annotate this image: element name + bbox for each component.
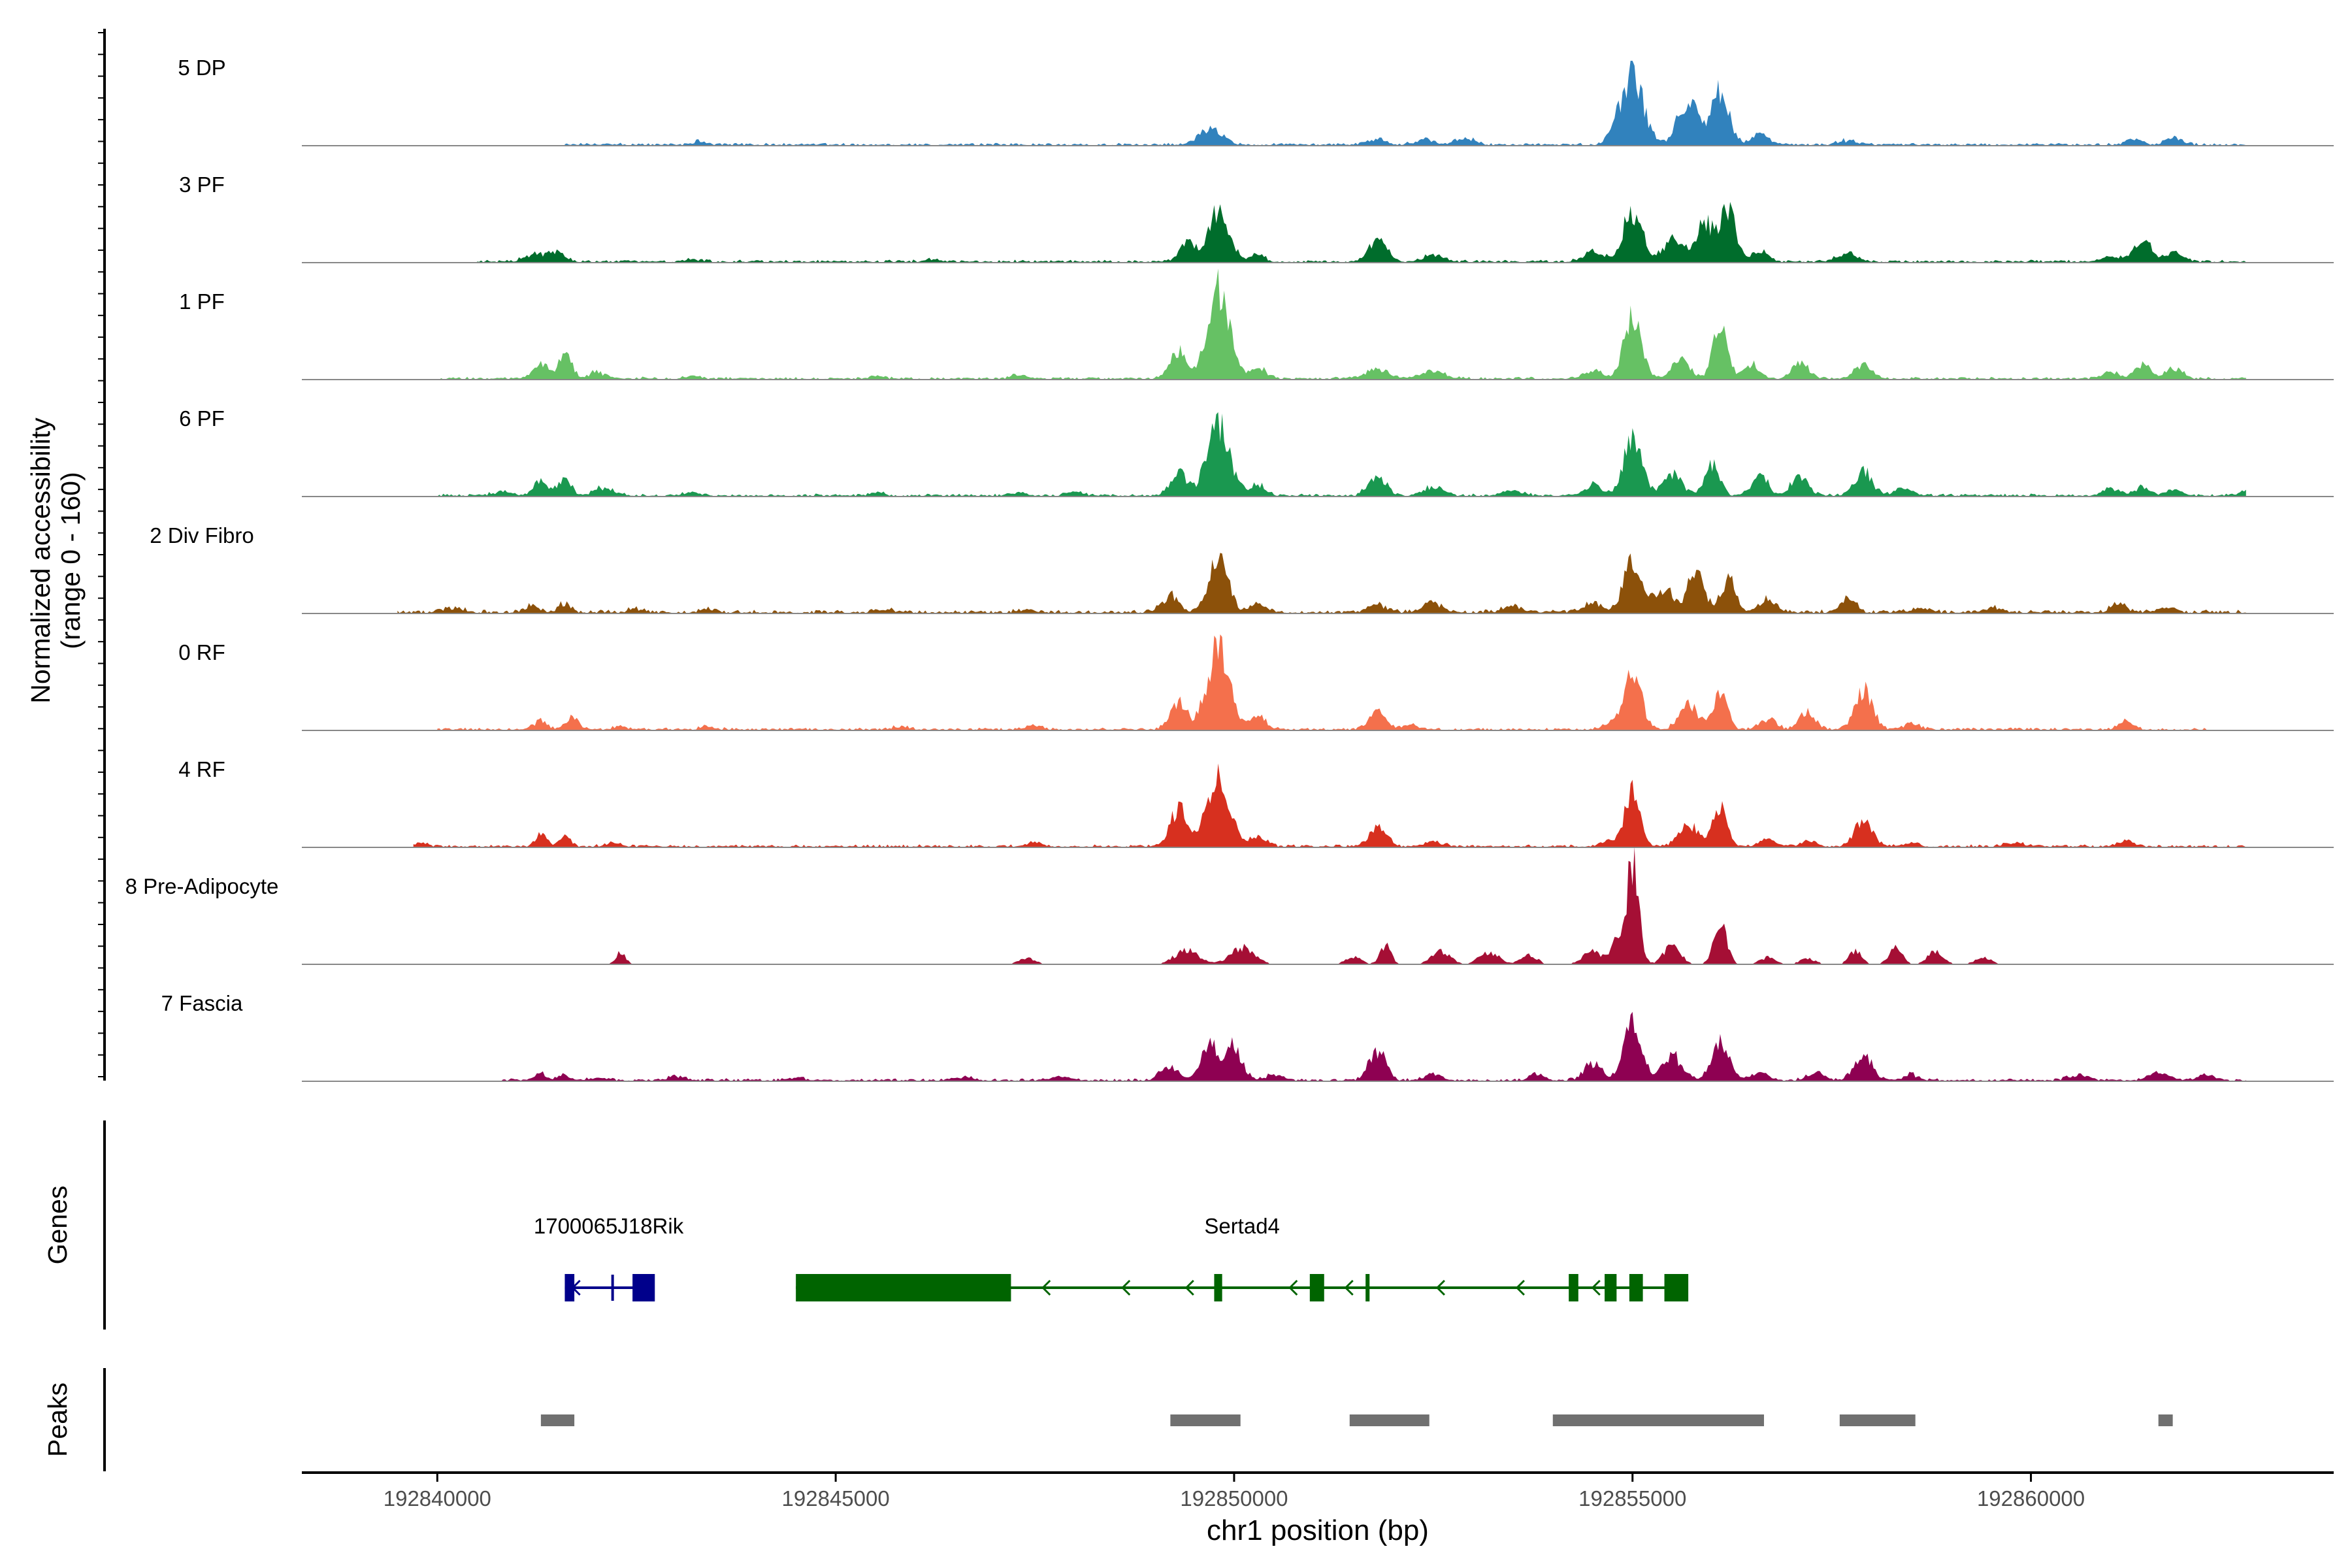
track-label: 1 PF — [179, 289, 225, 314]
peak-regions — [540, 1414, 2173, 1426]
coverage-track-8: 8 Pre-Adipocyte — [125, 847, 2334, 965]
track-label: 4 RF — [178, 757, 225, 781]
strand-arrow — [1591, 1279, 1601, 1296]
coverage-track-4: 6 PF — [179, 406, 2334, 497]
x-tick-label: 192855000 — [1578, 1486, 1686, 1511]
strand-arrow — [1121, 1279, 1131, 1296]
strand-arrow — [571, 1279, 581, 1296]
strand-arrow — [1041, 1279, 1051, 1296]
coverage-y-axis-title-line2: (range 0 - 160) — [56, 472, 86, 649]
gene-exon — [1664, 1274, 1689, 1301]
gene-sertad4: Sertad4 — [796, 1214, 1689, 1301]
gene-exon — [1214, 1274, 1222, 1301]
coverage-track-5: 2 Div Fibro — [150, 523, 2334, 614]
x-axis: 192840000 192845000 192850000 192855000 1928… — [302, 1471, 2334, 1546]
track-label: 0 RF — [178, 640, 225, 664]
coverage-tracks: 5 DP 3 PF 1 PF 6 PF 2 Div Fibro 0 RF 4 RF 8 Pre… — [125, 56, 2334, 1082]
gene-exon — [1365, 1274, 1370, 1301]
coverage-area — [397, 553, 2246, 613]
coverage-track-7: 4 RF — [178, 757, 2334, 848]
track-label: 2 Div Fibro — [150, 523, 254, 547]
track-label: 5 DP — [178, 56, 225, 80]
coverage-track-2: 3 PF — [179, 172, 2334, 263]
coverage-track-3: 1 PF — [179, 269, 2334, 380]
peaks-y-axis-title: Peaks — [42, 1382, 73, 1457]
x-tick-label: 192860000 — [1977, 1486, 2085, 1511]
coverage-track-9: 7 Fascia — [161, 991, 2334, 1082]
peak-region — [1170, 1414, 1241, 1426]
strand-arrow — [1184, 1279, 1194, 1296]
peak-region — [1552, 1414, 1764, 1426]
gene-exon — [632, 1274, 655, 1301]
gene-models: 1700065J18Rik Sertad4 — [534, 1214, 1689, 1301]
track-label: 6 PF — [179, 406, 225, 431]
strand-arrow — [1435, 1279, 1446, 1296]
genes-panel: Genes 1700065J18Rik Sertad4 — [42, 1120, 1689, 1330]
gene-exon — [1309, 1274, 1324, 1301]
x-tick-label: 192850000 — [1180, 1486, 1288, 1511]
coverage-y-axis-ticks — [98, 32, 105, 1077]
coverage-panel: 5 DP 3 PF 1 PF 6 PF 2 Div Fibro 0 RF 4 RF 8 Pre… — [25, 29, 2334, 1082]
peak-region — [1839, 1414, 1916, 1426]
gene-exon — [1629, 1274, 1643, 1301]
coverage-area — [437, 634, 2206, 730]
track-label: 3 PF — [179, 172, 225, 197]
gene-1700065j18rik: 1700065J18Rik — [534, 1214, 684, 1301]
strand-arrow — [1288, 1279, 1298, 1296]
gene-label: Sertad4 — [1204, 1214, 1280, 1238]
track-label: 8 Pre-Adipocyte — [125, 874, 279, 898]
gene-exon — [796, 1274, 1011, 1301]
coverage-area — [477, 202, 2246, 263]
x-axis-title: chr1 position (bp) — [1207, 1514, 1429, 1546]
coverage-area — [437, 847, 2246, 964]
coverage-area — [437, 269, 2246, 380]
coverage-track-6: 0 RF — [178, 634, 2334, 731]
gene-exon — [564, 1274, 575, 1301]
coverage-track-1: 5 DP — [178, 56, 2334, 146]
x-axis-ticks: 192840000 192845000 192850000 192855000 1928… — [384, 1473, 2085, 1511]
gene-label: 1700065J18Rik — [534, 1214, 684, 1238]
x-tick-label: 192840000 — [384, 1486, 491, 1511]
coverage-area — [413, 763, 2246, 847]
strand-arrow — [1344, 1279, 1354, 1296]
gene-exon — [1569, 1274, 1578, 1301]
coverage-area — [437, 412, 2246, 497]
peaks-panel: Peaks — [42, 1368, 2173, 1471]
peak-region — [2158, 1414, 2173, 1426]
coverage-area — [564, 61, 2246, 146]
coverage-y-axis-title-line1: Normalized accessibility — [25, 417, 56, 704]
peak-region — [1349, 1414, 1429, 1426]
track-label: 7 Fascia — [161, 991, 243, 1015]
peak-region — [540, 1414, 575, 1426]
x-tick-label: 192845000 — [782, 1486, 890, 1511]
strand-arrow — [1515, 1279, 1525, 1296]
coverage-area — [500, 1011, 2246, 1081]
gene-exon — [1605, 1274, 1617, 1301]
genes-y-axis-title: Genes — [42, 1186, 73, 1265]
